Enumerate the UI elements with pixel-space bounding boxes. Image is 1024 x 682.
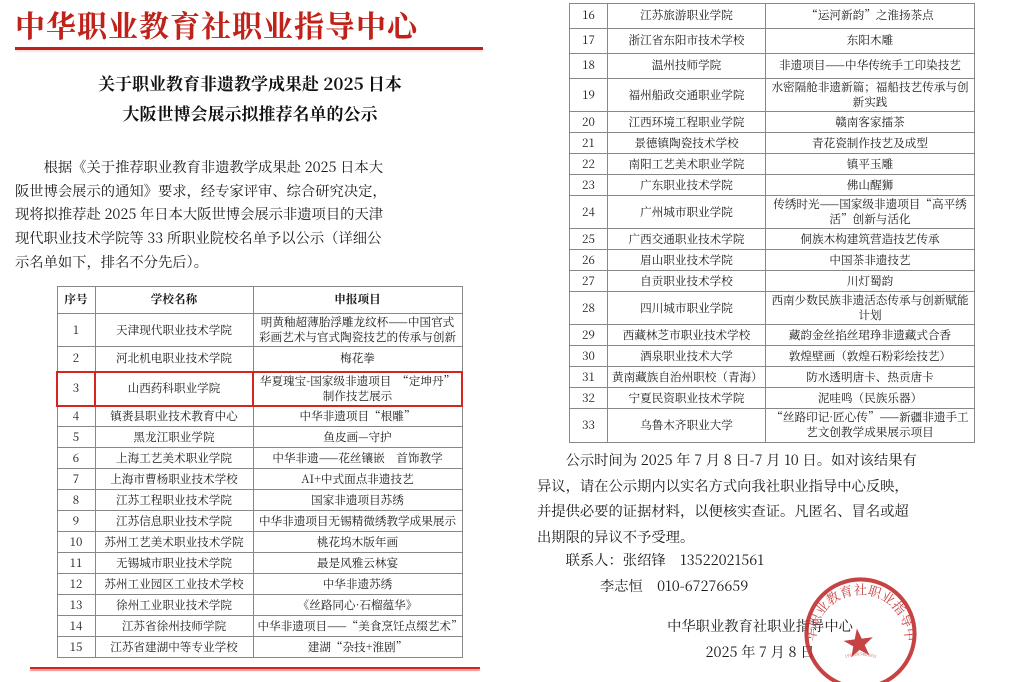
svg-text:1910203488005: 1910203488005: [844, 652, 877, 661]
svg-text:中华职业教育社职业指导中心: 中华职业教育社职业指导中心: [803, 576, 918, 642]
